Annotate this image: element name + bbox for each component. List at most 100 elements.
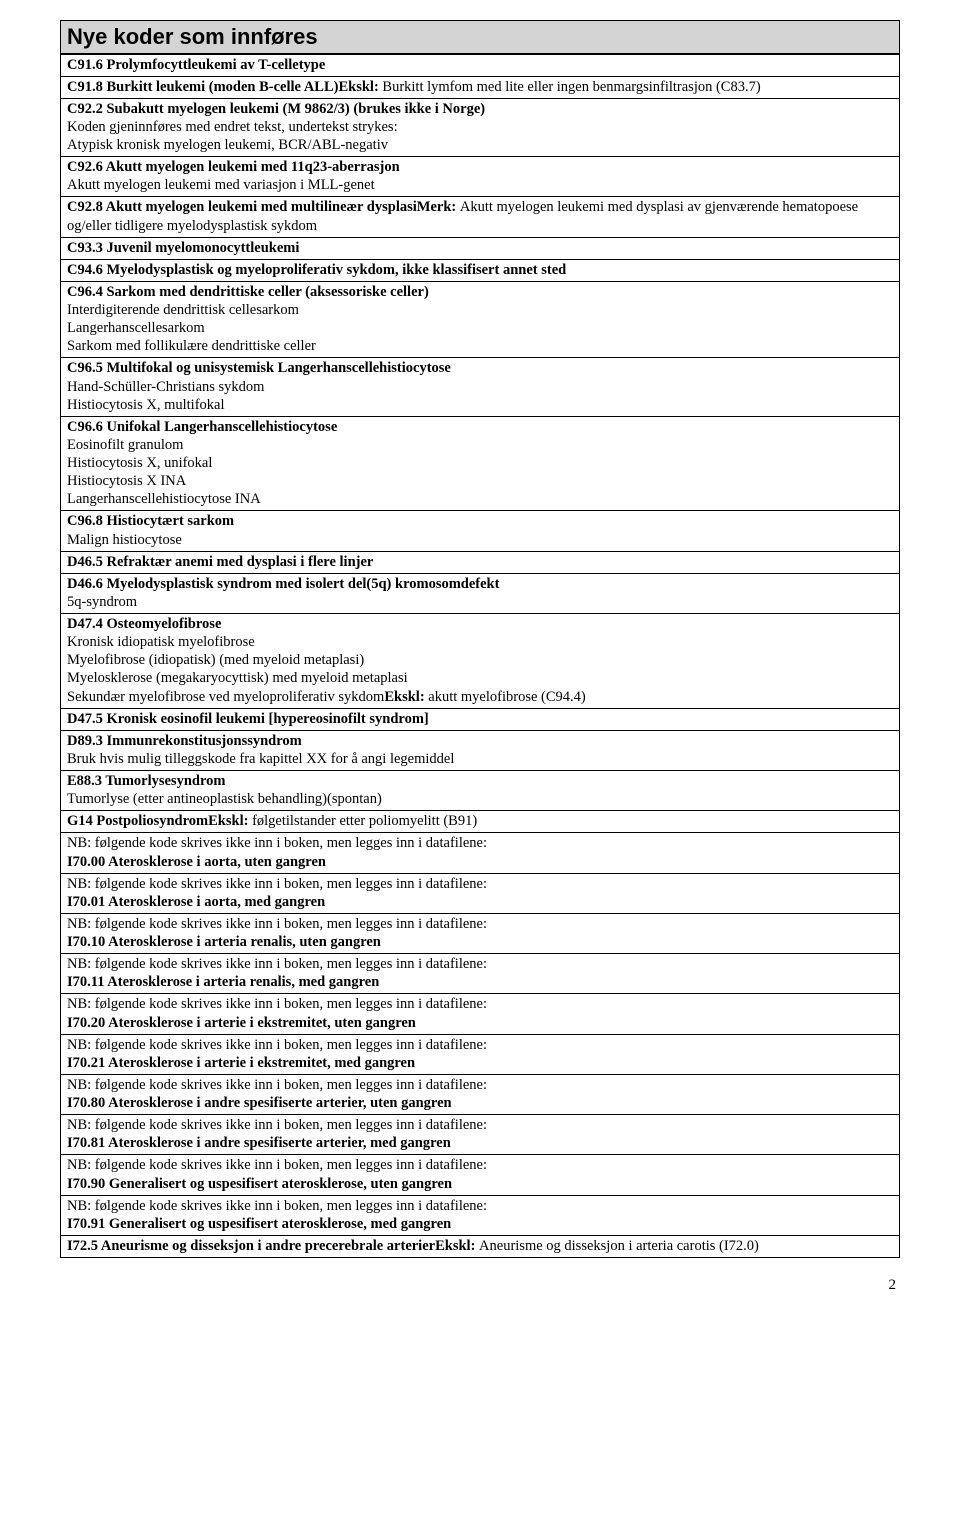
text-line: I70.00 Aterosklerose i aorta, uten gangr… bbox=[67, 853, 893, 871]
text-line: NB: følgende kode skrives ikke inn i bok… bbox=[67, 955, 893, 973]
text-segment: I70.21 Aterosklerose i arterie i ekstrem… bbox=[67, 1055, 415, 1071]
text-segment: følgetilstander etter poliomyelitt (B91) bbox=[252, 813, 477, 829]
text-line: C96.5 Multifokal og unisystemisk Langerh… bbox=[67, 359, 893, 377]
text-segment: Atypisk kronisk myelogen leukemi, BCR/AB… bbox=[67, 137, 388, 153]
text-segment: I70.01 Aterosklerose i aorta, med gangre… bbox=[67, 894, 325, 910]
table-cell: C96.6 Unifokal Langerhanscellehistiocyto… bbox=[61, 416, 900, 511]
text-line: Kronisk idiopatisk myelofibrose bbox=[67, 633, 893, 651]
table-row: NB: følgende kode skrives ikke inn i bok… bbox=[61, 1195, 900, 1235]
text-segment: C96.6 Unifokal Langerhanscellehistiocyto… bbox=[67, 419, 337, 435]
table-cell: NB: følgende kode skrives ikke inn i bok… bbox=[61, 1074, 900, 1114]
text-segment: Ekskl: bbox=[435, 1238, 479, 1254]
text-segment: C94.6 Myelodysplastisk og myeloprolifera… bbox=[67, 262, 566, 278]
text-line: C92.6 Akutt myelogen leukemi med 11q23-a… bbox=[67, 158, 893, 176]
text-segment: NB: følgende kode skrives ikke inn i bok… bbox=[67, 876, 487, 892]
text-line: Sarkom med follikulære dendrittiske cell… bbox=[67, 337, 893, 355]
text-segment: Ekskl: bbox=[384, 689, 428, 705]
text-line: Atypisk kronisk myelogen leukemi, BCR/AB… bbox=[67, 136, 893, 154]
text-segment: NB: følgende kode skrives ikke inn i bok… bbox=[67, 956, 487, 972]
text-segment: I70.20 Aterosklerose i arterie i ekstrem… bbox=[67, 1015, 416, 1031]
table-row: NB: følgende kode skrives ikke inn i bok… bbox=[61, 833, 900, 873]
text-segment: Histiocytosis X INA bbox=[67, 473, 186, 489]
text-segment: Langerhanscellesarkom bbox=[67, 320, 205, 336]
table-cell: D46.6 Myelodysplastisk syndrom med isole… bbox=[61, 573, 900, 613]
text-line: I70.20 Aterosklerose i arterie i ekstrem… bbox=[67, 1014, 893, 1032]
text-line: D47.5 Kronisk eosinofil leukemi [hypereo… bbox=[67, 710, 893, 728]
text-line: D47.4 Osteomyelofibrose bbox=[67, 615, 893, 633]
table-cell: NB: følgende kode skrives ikke inn i bok… bbox=[61, 833, 900, 873]
text-segment: Langerhanscellehistiocytose INA bbox=[67, 491, 261, 507]
text-line: Histiocytosis X INA bbox=[67, 472, 893, 490]
table-cell: NB: følgende kode skrives ikke inn i bok… bbox=[61, 873, 900, 913]
text-segment: Koden gjeninnføres med endret tekst, und… bbox=[67, 119, 398, 135]
table-cell: D47.5 Kronisk eosinofil leukemi [hypereo… bbox=[61, 708, 900, 730]
text-segment: Merk: bbox=[417, 199, 460, 215]
text-segment: I72.5 Aneurisme og disseksjon i andre pr… bbox=[67, 1238, 435, 1254]
text-line: D46.6 Myelodysplastisk syndrom med isole… bbox=[67, 575, 893, 593]
text-segment: 5q-syndrom bbox=[67, 594, 137, 610]
text-segment: D47.5 Kronisk eosinofil leukemi [hypereo… bbox=[67, 711, 429, 727]
text-line: C91.8 Burkitt leukemi (moden B-celle ALL… bbox=[67, 78, 893, 96]
table-cell: C94.6 Myelodysplastisk og myeloprolifera… bbox=[61, 259, 900, 281]
table-cell: NB: følgende kode skrives ikke inn i bok… bbox=[61, 1155, 900, 1195]
text-line: NB: følgende kode skrives ikke inn i bok… bbox=[67, 1197, 893, 1215]
table-row: G14 PostpoliosyndromEkskl: følgetilstand… bbox=[61, 811, 900, 833]
text-segment: Myelosklerose (megakaryocyttisk) med mye… bbox=[67, 670, 408, 686]
text-line: Bruk hvis mulig tilleggskode fra kapitte… bbox=[67, 750, 893, 768]
text-segment: I70.81 Aterosklerose i andre spesifisert… bbox=[67, 1135, 451, 1151]
text-segment: D89.3 Immunrekonstitusjonssyndrom bbox=[67, 733, 302, 749]
text-line: C96.4 Sarkom med dendrittiske celler (ak… bbox=[67, 283, 893, 301]
text-line: I70.90 Generalisert og uspesifisert ater… bbox=[67, 1175, 893, 1193]
code-table: C91.6 Prolymfocyttleukemi av T-celletype… bbox=[60, 54, 900, 1259]
text-line: NB: følgende kode skrives ikke inn i bok… bbox=[67, 995, 893, 1013]
text-line: Myelofibrose (idiopatisk) (med myeloid m… bbox=[67, 651, 893, 669]
text-segment: NB: følgende kode skrives ikke inn i bok… bbox=[67, 1157, 487, 1173]
table-cell: C93.3 Juvenil myelomonocyttleukemi bbox=[61, 237, 900, 259]
table-cell: C92.8 Akutt myelogen leukemi med multili… bbox=[61, 197, 900, 237]
table-cell: NB: følgende kode skrives ikke inn i bok… bbox=[61, 913, 900, 953]
text-line: I70.21 Aterosklerose i arterie i ekstrem… bbox=[67, 1054, 893, 1072]
text-line: D89.3 Immunrekonstitusjonssyndrom bbox=[67, 732, 893, 750]
text-segment: I70.80 Aterosklerose i andre spesifisert… bbox=[67, 1095, 452, 1111]
text-segment: Bruk hvis mulig tilleggskode fra kapitte… bbox=[67, 751, 454, 767]
text-line: C91.6 Prolymfocyttleukemi av T-celletype bbox=[67, 56, 893, 74]
text-segment: C96.4 Sarkom med dendrittiske celler (ak… bbox=[67, 284, 429, 300]
table-row: C96.5 Multifokal og unisystemisk Langerh… bbox=[61, 358, 900, 416]
text-segment: Aneurisme og disseksjon i arteria caroti… bbox=[479, 1238, 759, 1254]
text-line: NB: følgende kode skrives ikke inn i bok… bbox=[67, 1076, 893, 1094]
table-row: C96.8 Histiocytært sarkomMalign histiocy… bbox=[61, 511, 900, 551]
table-row: NB: følgende kode skrives ikke inn i bok… bbox=[61, 954, 900, 994]
table-cell: NB: følgende kode skrives ikke inn i bok… bbox=[61, 1195, 900, 1235]
text-segment: C92.2 Subakutt myelogen leukemi (M 9862/… bbox=[67, 101, 485, 117]
text-segment: NB: følgende kode skrives ikke inn i bok… bbox=[67, 916, 487, 932]
table-cell: D46.5 Refraktær anemi med dysplasi i fle… bbox=[61, 551, 900, 573]
text-segment: C96.5 Multifokal og unisystemisk Langerh… bbox=[67, 360, 451, 376]
table-cell: C96.8 Histiocytært sarkomMalign histiocy… bbox=[61, 511, 900, 551]
text-segment: NB: følgende kode skrives ikke inn i bok… bbox=[67, 835, 487, 851]
text-segment: Interdigiterende dendrittisk cellesarkom bbox=[67, 302, 299, 318]
table-cell: C91.6 Prolymfocyttleukemi av T-celletype bbox=[61, 54, 900, 76]
text-line: NB: følgende kode skrives ikke inn i bok… bbox=[67, 1036, 893, 1054]
text-line: I70.91 Generalisert og uspesifisert ater… bbox=[67, 1215, 893, 1233]
text-segment: Ekskl: bbox=[208, 813, 252, 829]
text-line: C92.2 Subakutt myelogen leukemi (M 9862/… bbox=[67, 100, 893, 118]
table-row: C91.8 Burkitt leukemi (moden B-celle ALL… bbox=[61, 76, 900, 98]
table-row: D46.6 Myelodysplastisk syndrom med isole… bbox=[61, 573, 900, 613]
table-cell: C96.5 Multifokal og unisystemisk Langerh… bbox=[61, 358, 900, 416]
text-line: I70.10 Aterosklerose i arteria renalis, … bbox=[67, 933, 893, 951]
text-segment: G14 Postpoliosyndrom bbox=[67, 813, 208, 829]
table-row: NB: følgende kode skrives ikke inn i bok… bbox=[61, 1074, 900, 1114]
text-segment: Histiocytosis X, unifokal bbox=[67, 455, 212, 471]
text-line: I70.80 Aterosklerose i andre spesifisert… bbox=[67, 1094, 893, 1112]
text-line: I72.5 Aneurisme og disseksjon i andre pr… bbox=[67, 1237, 893, 1255]
text-segment: NB: følgende kode skrives ikke inn i bok… bbox=[67, 1117, 487, 1133]
table-cell: G14 PostpoliosyndromEkskl: følgetilstand… bbox=[61, 811, 900, 833]
table-row: C91.6 Prolymfocyttleukemi av T-celletype bbox=[61, 54, 900, 76]
text-line: Sekundær myelofibrose ved myeloprolifera… bbox=[67, 688, 893, 706]
text-segment: NB: følgende kode skrives ikke inn i bok… bbox=[67, 1198, 487, 1214]
table-row: I72.5 Aneurisme og disseksjon i andre pr… bbox=[61, 1235, 900, 1257]
table-row: C92.6 Akutt myelogen leukemi med 11q23-a… bbox=[61, 157, 900, 197]
table-row: C94.6 Myelodysplastisk og myeloprolifera… bbox=[61, 259, 900, 281]
text-line: Tumorlyse (etter antineoplastisk behandl… bbox=[67, 790, 893, 808]
table-cell: I72.5 Aneurisme og disseksjon i andre pr… bbox=[61, 1235, 900, 1257]
